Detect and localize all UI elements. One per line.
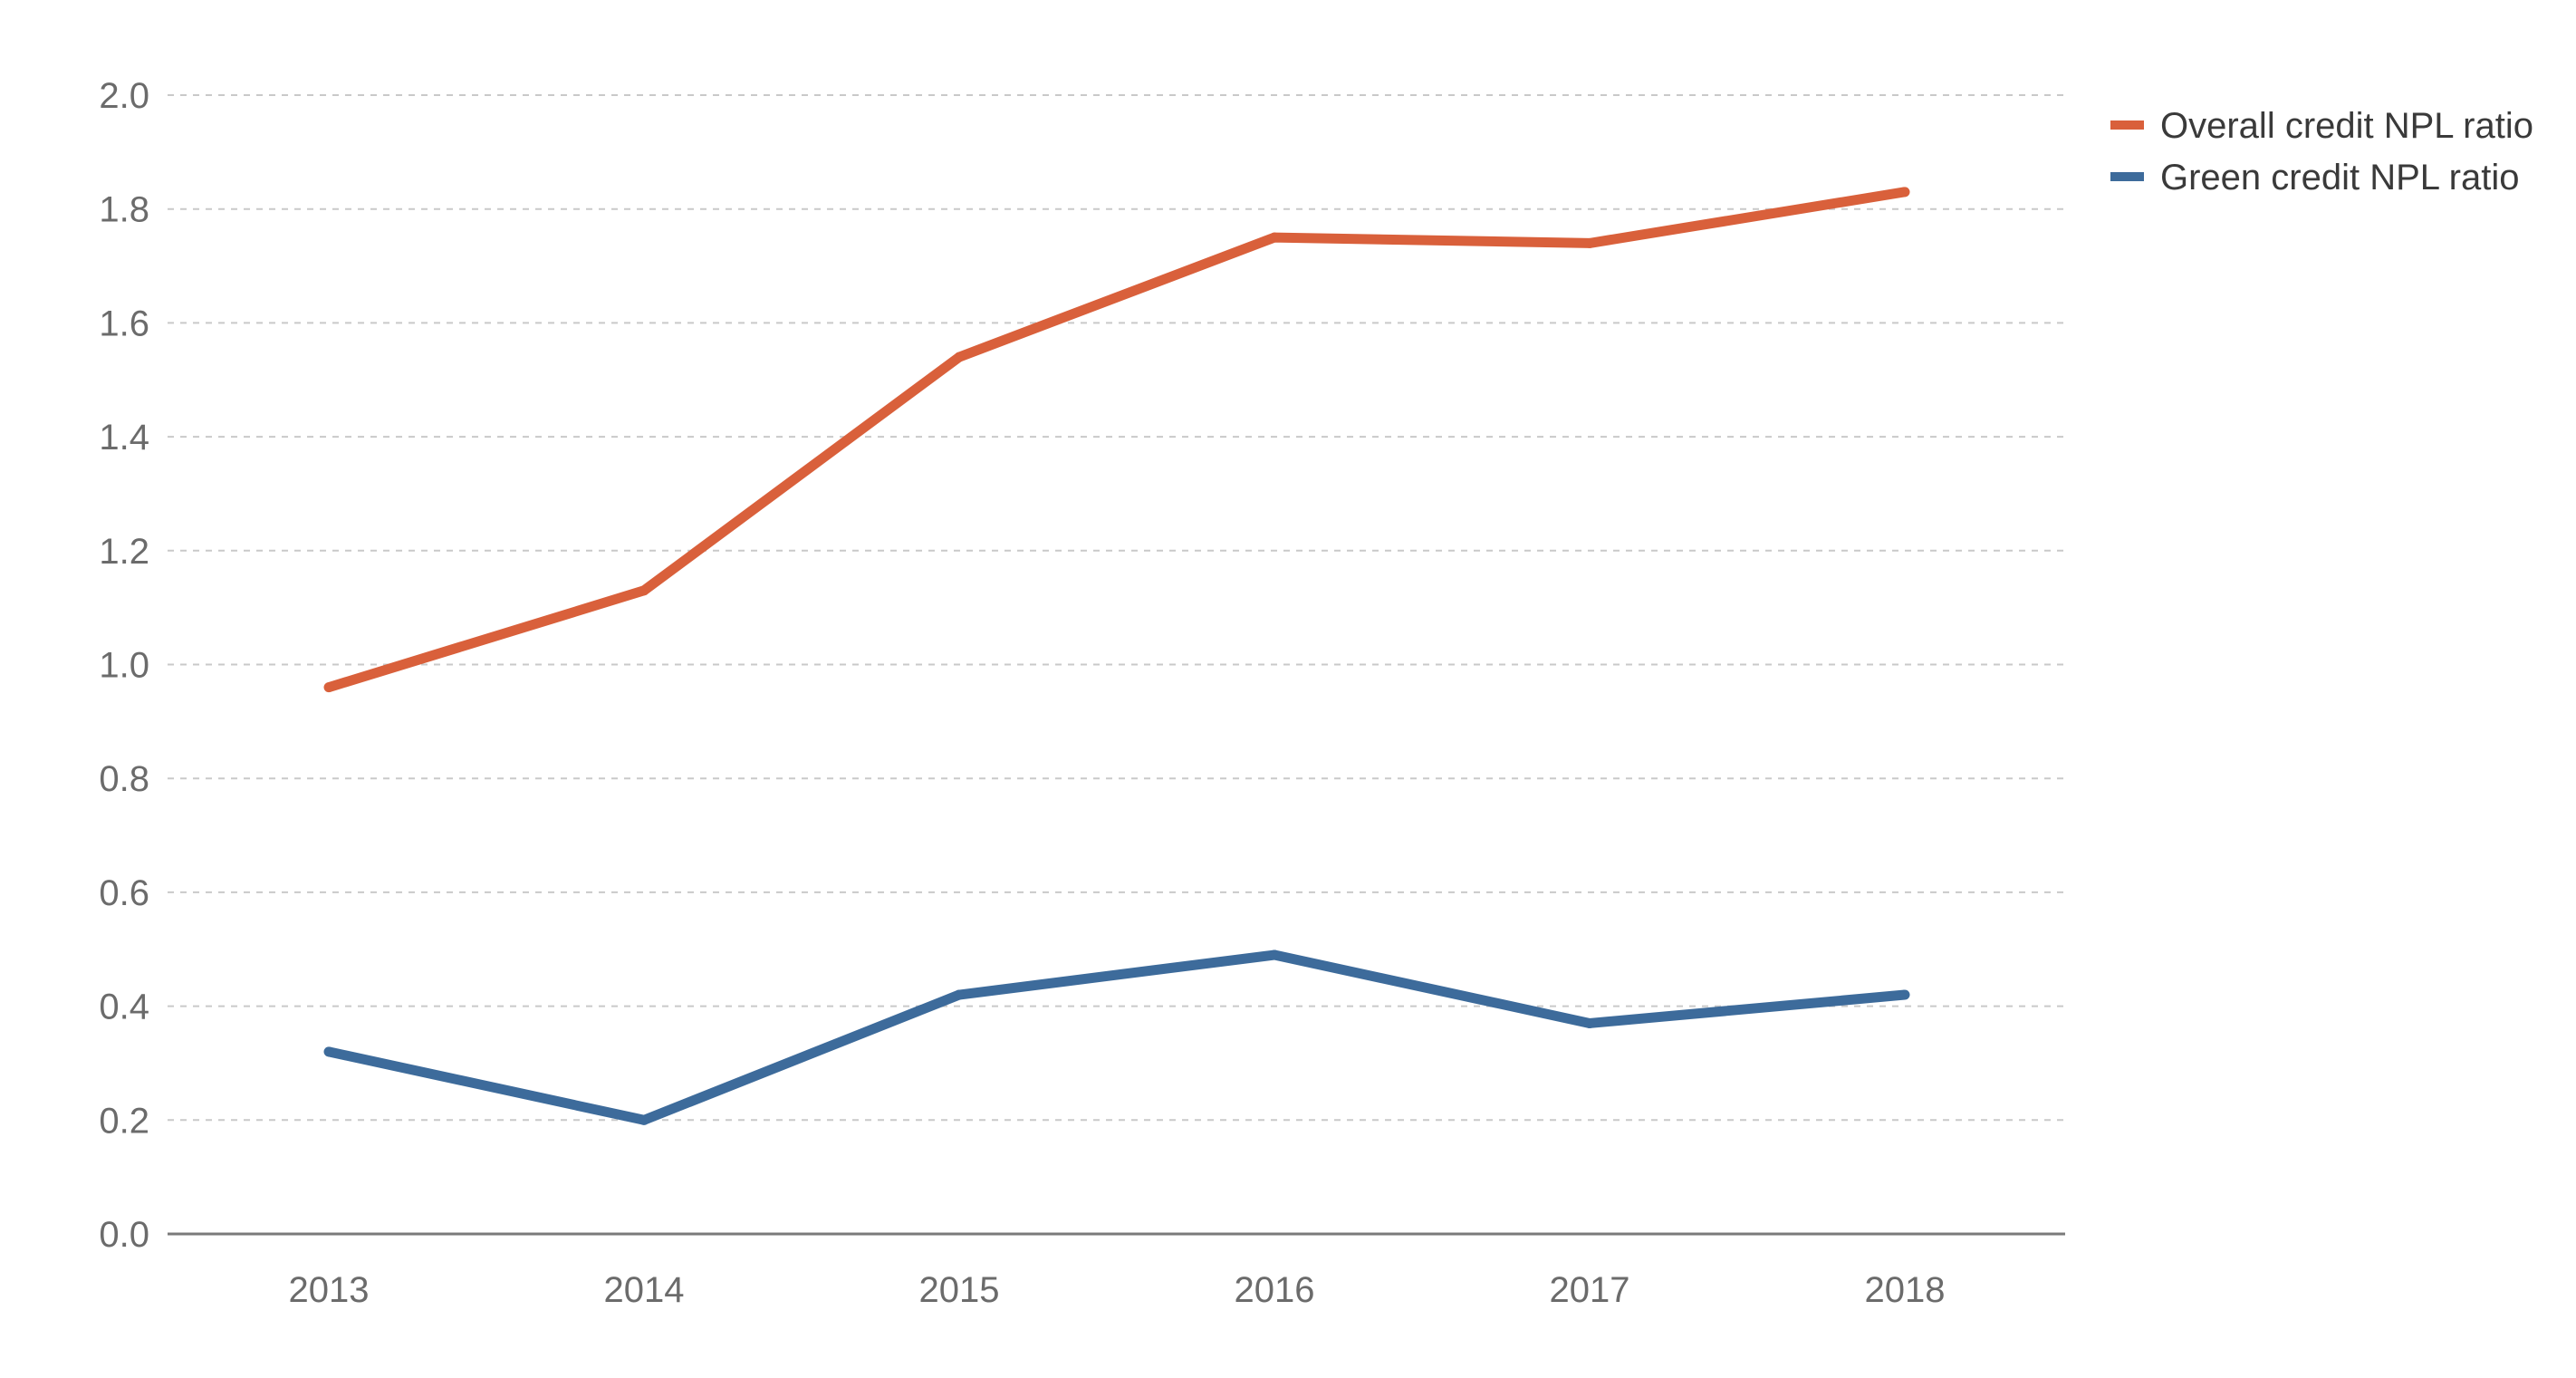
data-point (323, 682, 334, 693)
data-point (954, 989, 965, 1000)
y-tick-label: 0.6 (99, 873, 149, 913)
data-point (639, 1114, 649, 1125)
x-tick-label: 2018 (1865, 1270, 1946, 1310)
x-tick-label: 2017 (1550, 1270, 1630, 1310)
data-point (1584, 1017, 1595, 1028)
data-point (1899, 989, 1910, 1000)
y-tick-label: 2.0 (99, 76, 149, 116)
y-tick-label: 1.6 (99, 304, 149, 343)
data-point (1269, 232, 1280, 243)
data-point (1584, 237, 1595, 248)
x-tick-label: 2016 (1235, 1270, 1315, 1310)
data-point (639, 585, 649, 596)
y-tick-label: 0.8 (99, 759, 149, 799)
series-line-green-credit-npl (327, 949, 1906, 1125)
series-line-overall-credit-npl (327, 187, 1906, 692)
gridlines (168, 94, 2065, 1122)
legend-label: Overall credit NPL ratio (2160, 106, 2533, 146)
legend: Overall credit NPL ratio Green credit NPL… (2110, 106, 2533, 198)
data-point (1269, 949, 1280, 960)
legend-label: Green credit NPL ratio (2160, 158, 2519, 198)
y-tick-label: 0.2 (99, 1101, 149, 1141)
data-point (954, 352, 965, 362)
x-tick-label: 2015 (919, 1270, 1000, 1310)
x-tick-label: 2013 (289, 1270, 370, 1310)
series-lines (323, 187, 1910, 1125)
data-point (323, 1046, 334, 1057)
y-tick-label: 0.0 (99, 1215, 149, 1255)
data-point (1899, 187, 1910, 198)
y-axis-tick-labels: 0.0 0.2 0.4 0.6 0.8 1.0 1.2 1.4 1.6 1.8 2.0 (99, 76, 149, 1255)
y-tick-label: 1.2 (99, 532, 149, 572)
y-tick-label: 1.4 (99, 418, 149, 458)
y-tick-label: 1.0 (99, 646, 149, 686)
x-tick-label: 2014 (604, 1270, 685, 1310)
y-tick-label: 0.4 (99, 988, 149, 1027)
x-axis-tick-labels: 2013 2014 2015 2016 2017 2018 (289, 1270, 1946, 1310)
y-tick-label: 1.8 (99, 190, 149, 230)
